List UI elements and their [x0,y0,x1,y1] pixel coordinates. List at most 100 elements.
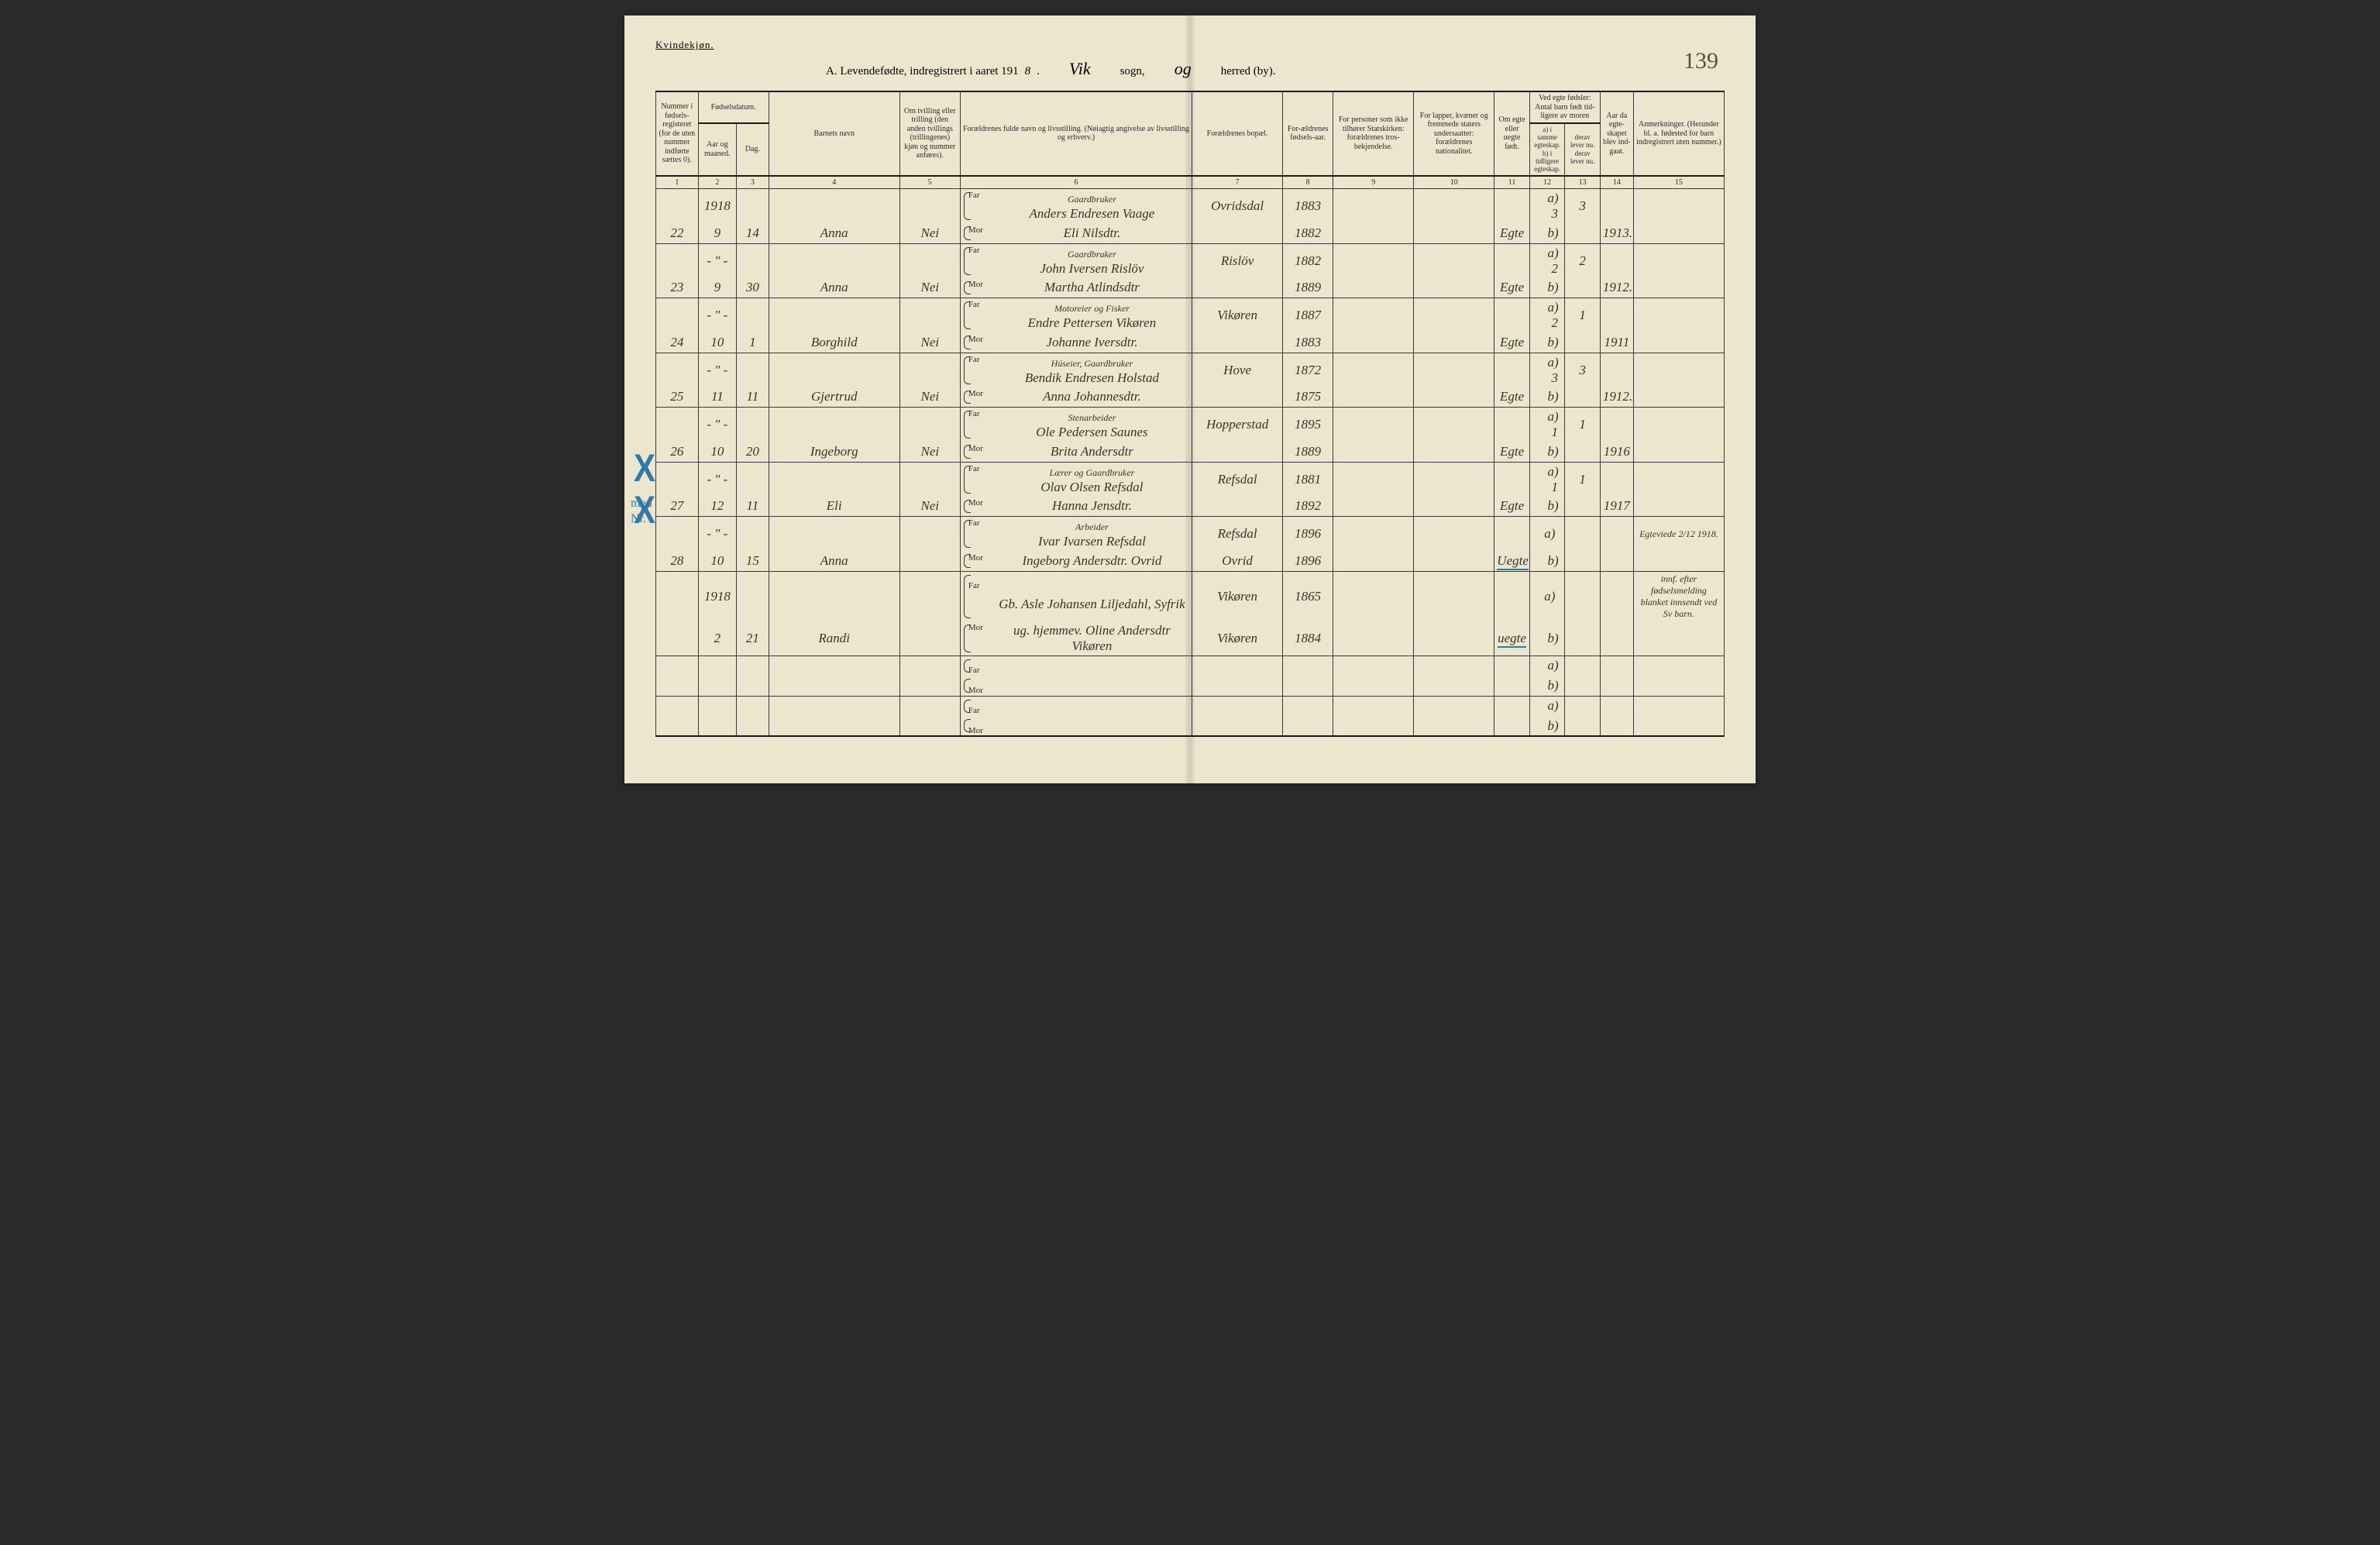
cell [1333,462,1414,497]
cell [769,517,899,552]
cell [1600,551,1633,571]
cell [656,462,699,497]
cell: 10 [698,551,736,571]
table-row: - " -FarGaardbrukerJohn Iversen RislövRi… [656,243,1725,278]
cell [899,571,960,621]
cell [1633,353,1724,387]
cell [1633,332,1724,353]
cell [737,656,769,676]
cell: Nei [899,442,960,462]
cell: 1 [1565,298,1601,333]
h-c14: Aar da egte-skapet blev ind-gaat. [1600,91,1633,176]
cell: b) [1529,497,1565,517]
cell: a) 1 [1529,462,1565,497]
cell: 1 [1565,408,1601,442]
cell [1600,517,1633,552]
cell [1565,676,1601,696]
cell [1333,716,1414,736]
cell [769,243,899,278]
cell: 20 [737,442,769,462]
cell [1600,621,1633,656]
cell [769,408,899,442]
h-c11: Om egte eller uegte født. [1494,91,1530,176]
cell: b) [1529,676,1565,696]
table-row: 281015AnnaMorIngeborg Andersdtr. OvridOv… [656,551,1725,571]
cell: Far [960,656,1192,676]
cell: Vikøren [1192,571,1283,621]
cell: 1865 [1283,571,1333,621]
cell: Egte [1494,332,1530,353]
cell: 1913. [1600,223,1633,243]
cell [1414,696,1494,716]
cell: a) 3 [1529,189,1565,224]
table-row: 24101BorghildNeiMorJohanne Iversdtr.1883… [656,332,1725,353]
table-row: 1918 FarGb. Asle Johansen Liljedahl, Syfr… [656,571,1725,621]
cell [656,189,699,224]
cell: 14 [737,223,769,243]
cell [1565,571,1601,621]
cell [1565,497,1601,517]
cell [1494,353,1530,387]
cell [769,189,899,224]
column-numbers: 1 2 3 4 5 6 7 8 9 10 11 12 13 14 15 [656,176,1725,189]
cell [1192,656,1283,676]
cell [899,716,960,736]
cn-6: 6 [960,176,1192,189]
cell [737,189,769,224]
table-row: 261020IngeborgNeiMorBrita Andersdtr1889E… [656,442,1725,462]
cell [1192,497,1283,517]
cell [737,353,769,387]
cell: a) [1529,571,1565,621]
table-row: 251111GjertrudNeiMorAnna Johannesdtr.187… [656,387,1725,408]
cell [899,696,960,716]
cell: b) [1529,387,1565,408]
cell: 27 [656,497,699,517]
cell [769,462,899,497]
side-note-med: med [631,497,652,510]
table-row: Fara) [656,656,1725,676]
cell: 23 [656,278,699,298]
table-row: - " -FarArbeiderIvar Ivarsen RefsdalRefs… [656,517,1725,552]
cell [1333,621,1414,656]
cell [656,571,699,621]
cell [698,656,736,676]
cell: a) 2 [1529,243,1565,278]
title-prefix: A. Levendefødte, indregistrert i aaret 1… [826,65,1019,78]
cell [769,676,899,696]
cell [1414,243,1494,278]
cell: 1882 [1283,223,1333,243]
cell: Anna [769,278,899,298]
cn-13: 13 [1565,176,1601,189]
cell [1333,676,1414,696]
cell: MorIngeborg Andersdtr. Ovrid [960,551,1192,571]
cell [899,243,960,278]
cell [737,696,769,716]
cell: FarMotoreier og FiskerEndre Pettersen Vi… [960,298,1192,333]
cell: 1918 [698,571,736,621]
cell [1600,462,1633,497]
cell [1283,716,1333,736]
cell: FarGb. Asle Johansen Liljedahl, Syfrik [960,571,1192,621]
cell: Egteviede 2/12 1918. [1633,517,1724,552]
cell [1600,696,1633,716]
cell [1494,243,1530,278]
h-c12g: Ved egte fødsler: Antal barn født tid-li… [1529,91,1600,123]
table-row: 23930AnnaNeiMorMartha Atlindsdtr1889Egte… [656,278,1725,298]
table-row: 1918FarGaardbrukerAnders Endresen VaageO… [656,189,1725,224]
cn-8: 8 [1283,176,1333,189]
cell [1600,656,1633,676]
cell: Egte [1494,223,1530,243]
side-note-nr: Nr. [631,513,646,525]
cell [1600,189,1633,224]
cell [656,621,699,656]
cell [1333,332,1414,353]
cell: Egte [1494,442,1530,462]
cross-mark: X [634,446,655,490]
h-c6: Forældrenes fulde navn og livsstilling. … [960,91,1192,176]
cell: - " - [698,462,736,497]
cell: 1882 [1283,243,1333,278]
cell: - " - [698,408,736,442]
cell [656,353,699,387]
cell [1192,387,1283,408]
cell [899,462,960,497]
